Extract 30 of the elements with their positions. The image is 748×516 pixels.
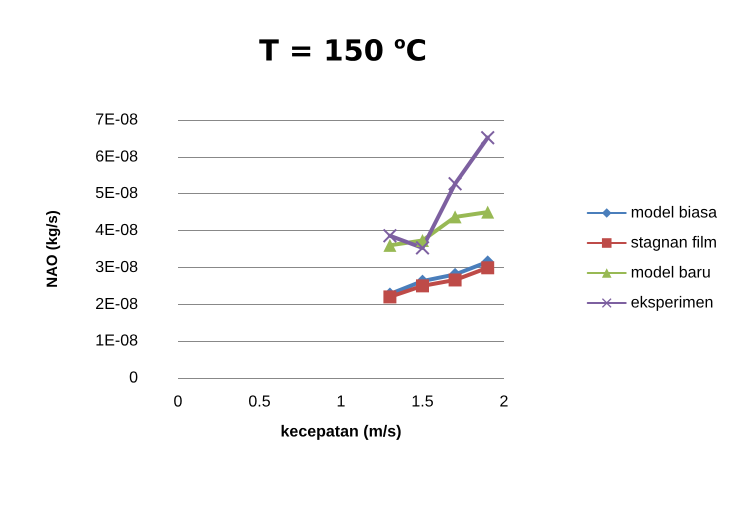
point [416,240,430,255]
x-tick-label: 0.5 [248,394,271,410]
y-tick-label: 2E-08 [95,296,138,313]
point [448,273,462,286]
point [383,238,396,252]
x-tick-label: 0 [174,394,183,410]
point [382,228,397,243]
x-axis-title: kecepatan (m/s) [280,424,402,440]
legend-label: model baru [630,264,711,282]
x-tick-label: 1 [336,394,346,410]
point [383,290,396,304]
point [481,206,494,219]
legend-label: model biasa [630,204,718,222]
y-tick-label: 5E-08 [95,185,138,202]
point [480,130,495,145]
point [448,210,462,224]
legend-label: stagnan film [630,234,717,252]
y-tick-label: 3E-08 [95,258,138,276]
point [448,176,462,191]
y-tick-label: 0 [129,370,138,386]
point [416,279,429,292]
point [481,261,494,274]
y-tick-label: 1E-08 [95,332,138,350]
legend-label: eksperimen [630,294,714,312]
y-tick-label: 7E-08 [95,112,138,128]
y-tick-label: 4E-08 [95,222,138,240]
y-tick-label: 6E-08 [95,148,138,166]
x-tick-label: 2 [500,394,509,410]
x-tick-label: 1.5 [411,394,434,410]
y-axis-title: NAO (kg/s) [44,210,61,288]
